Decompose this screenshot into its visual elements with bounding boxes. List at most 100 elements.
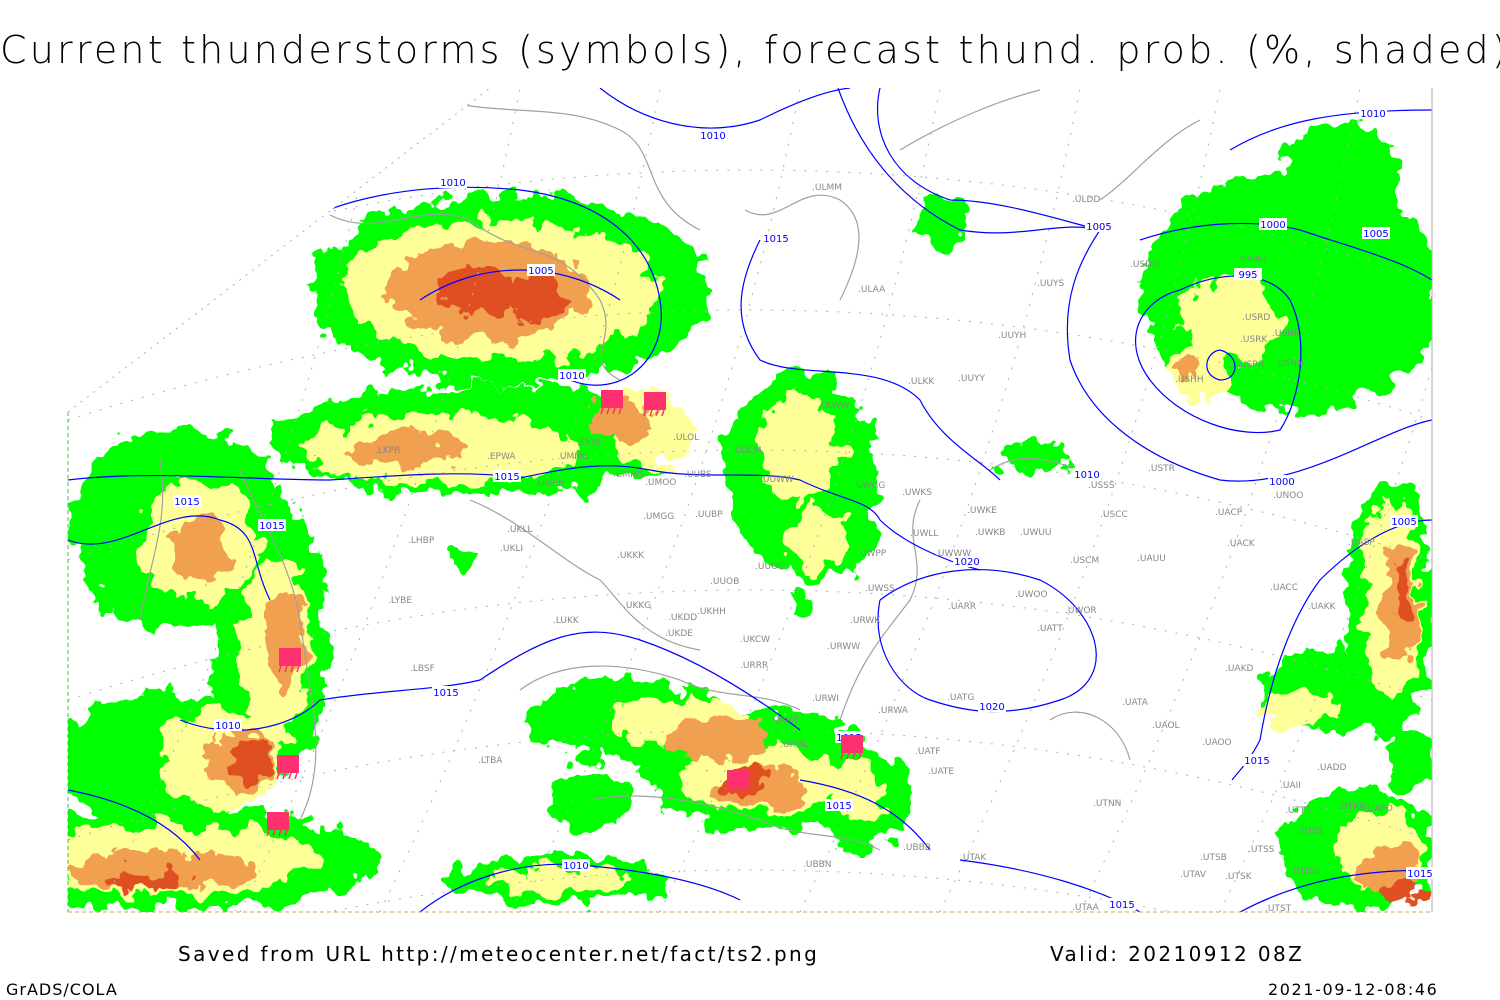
- isobar-label: 1010: [1074, 470, 1099, 481]
- station-label: .USHH: [1175, 375, 1204, 385]
- probability-area-high: [1180, 360, 1200, 380]
- isobar-label-bg: [1362, 227, 1390, 239]
- station-label: .LYBE: [388, 596, 412, 606]
- station-label: .UKLI: [500, 544, 523, 554]
- station-label: .UUYS: [1037, 279, 1065, 289]
- isobar-label-bg: [1359, 107, 1387, 119]
- station-label: .UWLL: [910, 529, 938, 539]
- isobar-label: 1005: [1363, 229, 1388, 240]
- station-label: .UTSS: [1248, 845, 1275, 855]
- coastline: [899, 89, 1041, 151]
- station-label: .UADD: [1317, 763, 1347, 773]
- station-label: .LHBP: [408, 536, 435, 546]
- thunderstorm-symbol-stroke: [612, 407, 616, 415]
- probability-area-very-high: [228, 738, 272, 782]
- isobar-label: 1010: [700, 131, 725, 142]
- isobar-label-bg: [558, 369, 586, 381]
- probability-area-mid: [790, 510, 850, 570]
- thunderstorm-symbol-stroke: [296, 665, 300, 673]
- thunderstorm-symbol-stroke: [272, 829, 276, 837]
- station-label: .USDD: [1130, 260, 1159, 270]
- isobar-label: 1005: [1086, 222, 1111, 233]
- probability-area-low: [1280, 120, 1400, 240]
- thunderstorm-symbol-body: [267, 812, 289, 830]
- probability-area-very-high: [1397, 560, 1413, 620]
- probability-area-low: [995, 443, 1075, 473]
- isobar-line: [799, 779, 931, 851]
- probability-area-high: [670, 720, 770, 760]
- station-label: .USCM: [1070, 556, 1099, 566]
- station-label: .UMOO: [645, 478, 676, 488]
- station-label: .ULMM: [812, 183, 842, 193]
- map-border: [67, 87, 491, 413]
- station-label: .URWI: [812, 694, 839, 704]
- thunderstorm-symbol-stroke: [840, 752, 844, 760]
- station-label: .UAUU: [1137, 554, 1166, 564]
- thunderstorm-symbol-body: [841, 735, 863, 753]
- station-label: .UATG: [947, 693, 974, 703]
- station-label: .UWUU: [1020, 528, 1052, 538]
- station-label: .USSS: [1088, 481, 1115, 491]
- isobar-line: [1139, 222, 1432, 281]
- probability-area-low: [1360, 230, 1432, 370]
- station-label: .ULKK: [908, 377, 935, 387]
- thunderstorm-symbol-stroke: [618, 407, 622, 415]
- station-label: .UMMG: [557, 452, 589, 462]
- station-label: .USNN: [1275, 359, 1304, 369]
- station-label: .UTSB: [1200, 853, 1227, 863]
- isobar-label-bg: [699, 129, 727, 141]
- probability-area-low: [790, 592, 810, 608]
- station-label: .ULAA: [858, 285, 886, 295]
- station-label: .ULDD: [1072, 195, 1100, 205]
- station-label: .UUYY: [958, 374, 986, 384]
- isobar-line: [179, 631, 801, 731]
- coastline: [989, 457, 1081, 471]
- thunderstorm-symbol-stroke: [738, 787, 742, 795]
- thunderstorm-probability-shading: [68, 120, 1432, 910]
- coastline: [419, 94, 701, 231]
- probability-area-high: [265, 590, 305, 690]
- thunderstorm-symbol-stroke: [661, 409, 665, 417]
- thunderstorm-symbol-body: [601, 390, 623, 408]
- isobar-label-bg: [527, 264, 555, 276]
- station-label: .UTKN: [1338, 802, 1366, 812]
- thunderstorm-symbol-body: [279, 648, 301, 666]
- station-label: .URWA: [878, 706, 909, 716]
- probability-area-high: [590, 400, 650, 440]
- station-label: .UWOR: [1065, 606, 1097, 616]
- coastline: [1049, 711, 1131, 761]
- isobar-label: 1020: [954, 557, 979, 568]
- station-label: .UAOO: [1202, 738, 1232, 748]
- probability-area-very-high: [110, 870, 190, 890]
- probability-area-low: [448, 546, 472, 574]
- parallel-line: [68, 449, 1432, 561]
- isobar-line: [740, 239, 1001, 481]
- isobar-line: [1229, 109, 1432, 151]
- station-label: .UACP: [1215, 508, 1243, 518]
- station-label: .UAFO: [1365, 804, 1393, 814]
- thunderstorm-symbol-stroke: [276, 772, 280, 780]
- isobar-label-bg: [562, 859, 590, 871]
- station-label: .URMT: [770, 716, 799, 726]
- station-label: .UATE: [928, 767, 954, 777]
- isobar-label-bg: [762, 232, 790, 244]
- isobar-label-bg: [1268, 475, 1296, 487]
- station-label: .UKDE: [665, 629, 693, 639]
- thunderstorm-symbol-stroke: [288, 772, 292, 780]
- station-label: .URML: [780, 740, 808, 750]
- thunderstorm-symbol-stroke: [284, 665, 288, 673]
- thunderstorm-symbol-stroke: [284, 829, 288, 837]
- station-label: .UWPP: [857, 549, 887, 559]
- lat-lon-grid: [68, 88, 1432, 912]
- isobar-label-bg: [1390, 515, 1418, 527]
- isobar-label: 1015: [763, 234, 788, 245]
- isobar-label-bg: [1234, 268, 1262, 280]
- isobar-line: [419, 269, 621, 301]
- station-label: .UMMS: [613, 470, 644, 480]
- isobar-label: 1010: [215, 721, 240, 732]
- station-label: .UATA: [1122, 698, 1149, 708]
- coastline: [744, 194, 860, 301]
- thunderstorm-symbol-stroke: [643, 409, 647, 417]
- isobar-label: 1010: [559, 371, 584, 382]
